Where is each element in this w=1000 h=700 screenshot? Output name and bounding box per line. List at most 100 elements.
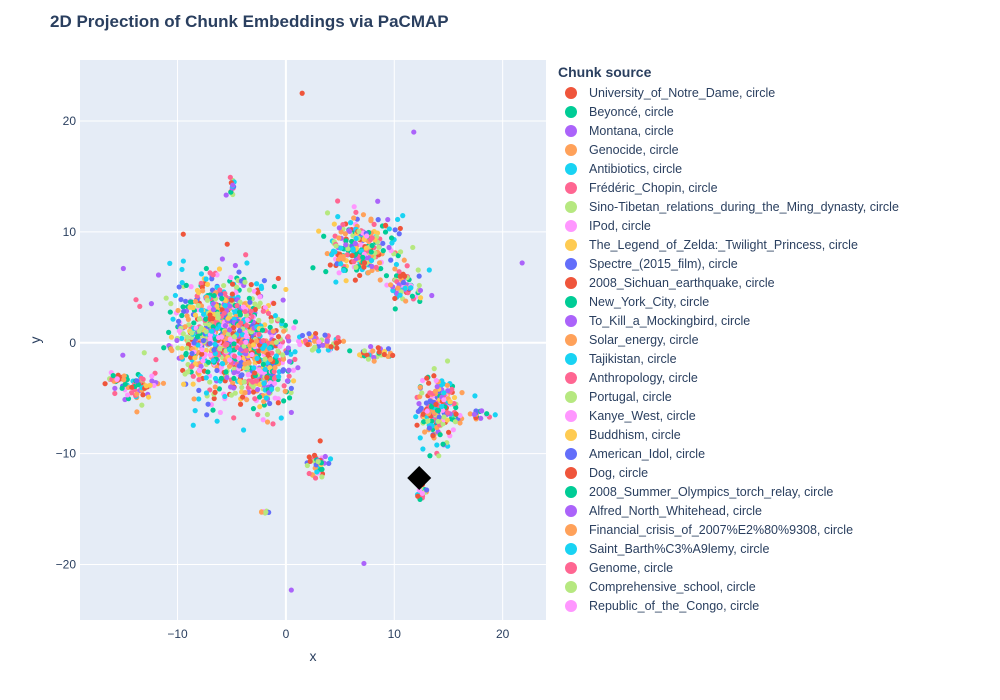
legend-item[interactable]: To_Kill_a_Mockingbird, circle (553, 311, 993, 330)
legend-item[interactable]: Beyoncé, circle (553, 102, 993, 121)
data-point (223, 369, 229, 375)
legend-item[interactable]: Saint_Barth%C3%A9lemy, circle (553, 539, 993, 558)
legend-item[interactable]: Comprehensive_school, circle (553, 577, 993, 596)
data-point (212, 389, 218, 395)
legend-item[interactable]: Financial_crisis_of_2007%E2%80%9308, cir… (553, 520, 993, 539)
data-point (184, 345, 190, 351)
data-point (239, 332, 245, 338)
data-point (149, 373, 155, 379)
data-point (360, 212, 367, 218)
data-point (343, 238, 349, 244)
legend-item[interactable]: The_Legend_of_Zelda:_Twilight_Princess, … (553, 235, 993, 254)
legend-item[interactable]: Montana, circle (553, 121, 993, 140)
legend-label: Genome, circle (589, 560, 674, 575)
data-point (292, 349, 298, 355)
data-point (433, 377, 439, 384)
data-point (375, 198, 381, 204)
data-point (178, 296, 184, 303)
data-point (205, 401, 211, 407)
data-point (386, 244, 392, 251)
data-point (280, 352, 286, 358)
data-point (151, 382, 157, 389)
data-point (128, 390, 135, 396)
data-point (272, 313, 279, 319)
legend-item[interactable]: Antibiotics, circle (553, 159, 993, 178)
legend-item[interactable]: Spectre_(2015_film), circle (553, 254, 993, 273)
legend-item[interactable]: Republic_of_the_Congo, circle (553, 596, 993, 615)
data-point (275, 334, 282, 340)
legend-item[interactable]: University_of_Notre_Dame, circle (553, 83, 993, 102)
legend-item[interactable]: Sino-Tibetan_relations_during_the_Ming_d… (553, 197, 993, 216)
data-point (437, 432, 443, 438)
legend-label: Republic_of_the_Congo, circle (589, 598, 760, 613)
data-point (270, 328, 276, 334)
data-point (417, 384, 423, 390)
data-point (434, 384, 440, 390)
x-axis-label: x (310, 648, 317, 664)
data-point (420, 377, 426, 384)
data-point (444, 382, 450, 388)
chart-title: 2D Projection of Chunk Embeddings via Pa… (50, 12, 449, 31)
data-point (346, 228, 352, 234)
data-point (246, 360, 252, 366)
legend-item[interactable]: Genocide, circle (553, 140, 993, 159)
legend-item[interactable]: 2008_Summer_Olympics_torch_relay, circle (553, 482, 993, 501)
data-point (252, 306, 258, 313)
data-point (192, 355, 198, 361)
legend-item[interactable]: Portugal, circle (553, 387, 993, 406)
legend-swatch (565, 295, 577, 308)
data-point (249, 351, 255, 358)
data-point (206, 305, 213, 311)
data-point (286, 373, 292, 379)
legend-swatch (565, 162, 577, 175)
legend-item[interactable]: New_York_City, circle (553, 292, 993, 311)
data-point (240, 427, 247, 433)
data-point (369, 263, 375, 270)
data-point (392, 227, 398, 233)
data-point (258, 509, 265, 515)
legend-item[interactable]: Buddhism, circle (553, 425, 993, 444)
legend-item[interactable]: Alfred_North_Whitehead, circle (553, 501, 993, 520)
data-point (286, 395, 293, 401)
data-point (292, 319, 299, 325)
data-point (256, 348, 262, 354)
data-point (196, 377, 202, 383)
legend-item[interactable]: Anthropology, circle (553, 368, 993, 387)
legend-item[interactable]: 2008_Sichuan_earthquake, circle (553, 273, 993, 292)
legend-item[interactable]: Frédéric_Chopin, circle (553, 178, 993, 197)
data-point (188, 284, 194, 290)
data-point (348, 220, 354, 226)
data-point (246, 295, 252, 301)
data-point (315, 348, 322, 354)
data-point (255, 386, 261, 393)
data-point (338, 261, 344, 267)
legend-item[interactable]: IPod, circle (553, 216, 993, 235)
data-point (283, 350, 290, 356)
data-point (224, 374, 230, 381)
data-point (210, 272, 216, 278)
legend-swatch (565, 409, 577, 422)
data-point (180, 258, 186, 264)
data-point (200, 358, 206, 364)
data-point (188, 354, 194, 361)
legend-item[interactable]: Dog, circle (553, 463, 993, 482)
legend-swatch (565, 143, 577, 156)
legend-item[interactable]: American_Idol, circle (553, 444, 993, 463)
data-point (179, 266, 185, 273)
data-point (272, 364, 278, 371)
data-point (472, 393, 478, 399)
data-point (316, 228, 322, 234)
legend-item[interactable]: Kanye_West, circle (553, 406, 993, 425)
data-point (203, 265, 209, 272)
legend-item[interactable]: Tajikistan, circle (553, 349, 993, 368)
legend-item[interactable]: Solar_energy, circle (553, 330, 993, 349)
data-point (288, 409, 294, 416)
legend-swatch (565, 238, 577, 251)
data-point (281, 383, 287, 389)
data-point (259, 327, 266, 333)
data-point (365, 270, 371, 276)
legend-item[interactable]: Genome, circle (553, 558, 993, 577)
data-point (492, 412, 498, 418)
data-point (182, 324, 188, 330)
